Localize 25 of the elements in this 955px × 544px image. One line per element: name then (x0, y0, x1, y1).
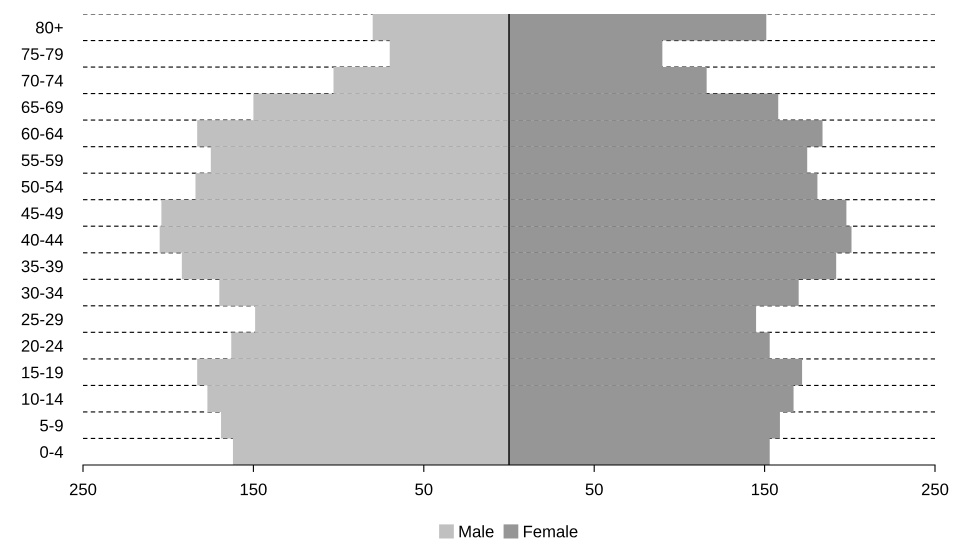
x-tick-label: 250 (70, 483, 96, 496)
y-tick-label: 20-24 (22, 340, 64, 352)
x-tick-label: 250 (922, 483, 948, 496)
y-tick-label: 80+ (36, 22, 63, 34)
y-tick-label: 30-34 (22, 286, 64, 299)
legend-label: Male (460, 525, 494, 538)
legend-label: Female (524, 525, 578, 538)
y-tick-label: 15-19 (22, 366, 63, 378)
y-tick-label: 5-9 (40, 420, 63, 432)
y-tick-label: 40-44 (21, 234, 64, 246)
y-tick-label: 75-79 (22, 48, 63, 60)
x-tick-label: 150 (240, 483, 267, 496)
y-tick-label: 50-54 (22, 180, 64, 193)
y-tick-label: 35-39 (22, 260, 63, 272)
x-tick-label: 50 (586, 483, 603, 496)
y-tick-label: 65-69 (22, 101, 63, 114)
y-tick-label: 45-49 (21, 207, 63, 220)
y-tick-label: 10-14 (22, 393, 64, 405)
y-tick-label: 60-64 (22, 128, 64, 140)
x-tick-label: 50 (415, 483, 432, 496)
y-tick-label: 70-74 (22, 74, 64, 87)
y-tick-label: 25-29 (22, 313, 63, 326)
x-tick-label: 150 (752, 483, 778, 496)
y-tick-label: 0-4 (40, 446, 64, 458)
y-tick-label: 55-59 (22, 154, 63, 166)
